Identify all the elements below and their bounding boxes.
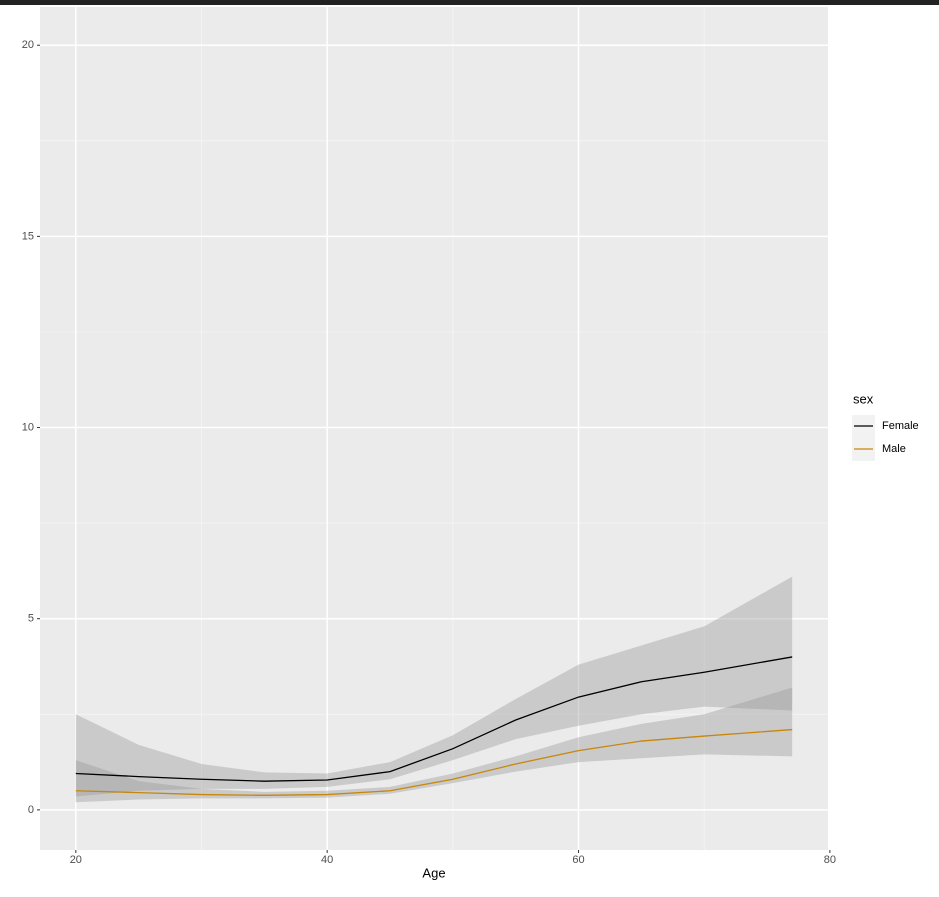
- panel: [40, 7, 828, 850]
- legend-label: Female: [882, 420, 919, 432]
- line: [75, 728, 793, 796]
- x-axis-title: Age: [422, 865, 445, 880]
- x-tick-label: 20: [70, 854, 82, 866]
- top-border: [0, 0, 939, 5]
- y-tick-label: 15: [22, 230, 34, 242]
- legend-label: Male: [882, 443, 906, 455]
- confidence-band: [75, 687, 793, 803]
- bands: [75, 576, 793, 803]
- y-tick-label: 20: [22, 39, 34, 51]
- y-tick-label: 0: [28, 804, 34, 816]
- x-tick-label: 80: [824, 854, 836, 866]
- grid: [40, 7, 831, 850]
- y-tick-label: 10: [22, 421, 34, 433]
- legend-title: sex: [853, 391, 874, 406]
- confidence-band: [75, 576, 793, 797]
- x-tick-label: 60: [572, 854, 584, 866]
- line: [75, 656, 793, 782]
- y-tick-label: 5: [28, 613, 34, 625]
- lines: [75, 656, 793, 796]
- x-tick-label: 40: [321, 854, 333, 866]
